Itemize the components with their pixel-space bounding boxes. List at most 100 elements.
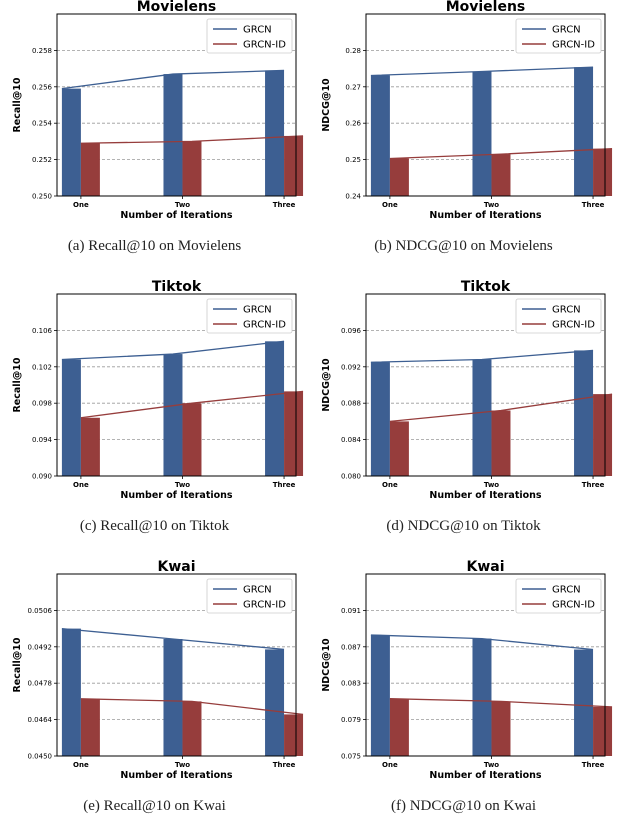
y-tick-label: 0.26 (345, 120, 361, 128)
bar-grcn-one (370, 75, 390, 196)
x-tick-label: One (73, 481, 89, 489)
bar-grcn-id-three (284, 391, 304, 476)
chart-title: Movielens (137, 0, 217, 15)
legend-label: GRCN (243, 585, 272, 596)
bar-grcn-id-two (491, 154, 511, 196)
y-tick-label: 0.096 (341, 327, 362, 335)
trend-line-grcn-id (80, 135, 304, 144)
y-tick-label: 0.088 (341, 400, 361, 408)
bar-grcn-one (370, 362, 390, 476)
trend-line-grcn (61, 627, 285, 651)
chart-title: Kwai (157, 559, 195, 575)
y-tick-label: 0.0478 (28, 680, 53, 688)
bar-grcn-two (472, 638, 492, 756)
bar-grcn-one (61, 88, 81, 196)
trend-line-grcn-id (389, 698, 613, 708)
bar-grcn-id-three (284, 135, 304, 196)
x-tick-label: Three (273, 761, 296, 769)
bar-grcn-id-two (491, 701, 511, 756)
legend-label: GRCN-ID (243, 320, 286, 331)
figure-caption: (e) Recall@10 on Kwai (83, 798, 226, 814)
chart-svg: Tiktok 0.080 0.084 0.088 0.092 0.096 One Two Thr… (321, 279, 613, 501)
legend-label: GRCN-ID (243, 40, 286, 51)
y-axis-label: Recall@10 (12, 637, 23, 692)
y-tick-label: 0.27 (345, 83, 361, 91)
trend-line-grcn (370, 634, 594, 651)
y-tick-label: 0.254 (32, 120, 53, 128)
x-tick-label: One (382, 761, 398, 769)
plot-frame (365, 13, 606, 197)
plot-frame (56, 13, 297, 197)
y-tick-label: 0.090 (32, 473, 52, 481)
legend-label: GRCN (243, 305, 272, 316)
bar-grcn-id-two (182, 403, 202, 476)
figure-caption: (c) Recall@10 on Tiktok (79, 518, 230, 534)
legend-label: GRCN (243, 25, 272, 36)
x-tick-label: Three (582, 481, 605, 489)
x-tick-label: One (73, 761, 89, 769)
bar-grcn-id-three (593, 706, 613, 756)
y-tick-label: 0.075 (341, 753, 361, 761)
trend-line-grcn (61, 340, 285, 361)
y-axis-label: NDCG@10 (321, 638, 332, 692)
x-tick-label: Two (484, 201, 499, 209)
y-tick-label: 0.079 (341, 716, 361, 724)
trend-line-grcn (370, 349, 594, 363)
y-tick-label: 0.0464 (28, 716, 53, 724)
chart-title: Tiktok (461, 279, 511, 295)
bar-grcn-three (265, 649, 285, 756)
bar-grcn-three (265, 341, 285, 476)
y-tick-label: 0.083 (341, 680, 361, 688)
y-tick-label: 0.092 (341, 363, 361, 371)
y-tick-label: 0.256 (32, 83, 53, 91)
bar-grcn-id-one (80, 417, 100, 476)
y-tick-label: 0.087 (341, 643, 361, 651)
x-tick-label: One (382, 201, 398, 209)
bar-grcn-id-two (491, 410, 511, 476)
legend-label: GRCN (552, 585, 581, 596)
y-tick-label: 0.106 (32, 327, 53, 335)
bar-grcn-id-one (389, 698, 409, 756)
bar-grcn-id-two (182, 701, 202, 756)
y-tick-label: 0.0450 (28, 753, 53, 761)
chart-svg: Kwai 0.075 0.079 0.083 0.087 0.091 One Two Three… (321, 559, 613, 781)
plot-frame (56, 293, 297, 477)
y-axis-label: Recall@10 (12, 77, 23, 132)
y-axis-label: NDCG@10 (321, 78, 332, 132)
figure-caption: (f) NDCG@10 on Kwai (390, 798, 537, 814)
trend-line-grcn-id (80, 698, 304, 716)
y-tick-label: 0.094 (32, 436, 53, 444)
bar-grcn-two (472, 359, 492, 476)
chart-panel: Tiktok 0.080 0.084 0.088 0.092 0.096 One Two Thr… (309, 279, 618, 560)
y-tick-label: 0.0492 (28, 643, 53, 651)
plot-frame (365, 293, 606, 477)
figure-caption: (d) NDCG@10 on Tiktok (386, 518, 541, 534)
chart-panel: Kwai 0.0450 0.0464 0.0478 0.0492 0.0506 One Two… (0, 559, 309, 840)
trend-line-grcn-id (80, 390, 304, 419)
bar-grcn-one (370, 634, 390, 756)
x-tick-label: Three (273, 201, 296, 209)
y-tick-label: 0.091 (341, 607, 361, 615)
bar-grcn-id-three (284, 714, 304, 756)
x-axis-label: Number of Iterations (120, 210, 233, 221)
y-axis-label: Recall@10 (12, 357, 23, 412)
legend-label: GRCN-ID (552, 40, 595, 51)
bar-grcn-three (265, 70, 285, 196)
x-tick-label: Three (273, 481, 296, 489)
legend-label: GRCN-ID (243, 600, 286, 611)
bar-grcn-id-one (80, 143, 100, 196)
chart-panel: Tiktok 0.090 0.094 0.098 0.102 0.106 One Two Thr… (0, 279, 309, 560)
trend-line-grcn (61, 69, 285, 90)
bar-grcn-two (472, 71, 492, 196)
bar-grcn-three (574, 649, 594, 756)
bar-grcn-id-three (593, 394, 613, 476)
y-tick-label: 0.102 (32, 363, 52, 371)
chart-panel: Kwai 0.075 0.079 0.083 0.087 0.091 One Two Three… (309, 559, 618, 840)
x-tick-label: Two (484, 761, 499, 769)
figure-caption: (b) NDCG@10 on Movielens (374, 238, 553, 254)
bar-grcn-two (163, 639, 183, 756)
figure-caption: (a) Recall@10 on Movielens (67, 238, 242, 254)
chart-svg: Kwai 0.0450 0.0464 0.0478 0.0492 0.0506 One Two… (12, 559, 304, 781)
y-tick-label: 0.098 (32, 400, 52, 408)
